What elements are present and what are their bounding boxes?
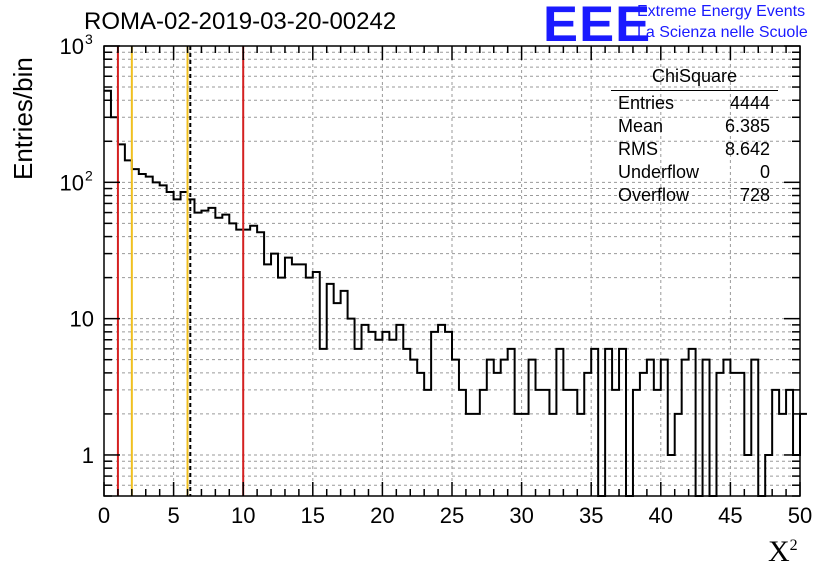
stats-row-mean: Mean 6.385 [618,116,770,138]
x-tick-label: 25 [440,503,464,528]
stats-title: ChiSquare [651,66,738,86]
stats-key: Overflow [618,185,690,205]
y-tick-label: 1 [82,443,94,468]
logo-subtitle-line1: Extreme Energy Events [637,3,806,20]
marker-lines-layer [116,46,245,496]
y-tick-label: 10 [70,307,94,332]
y-tick-label: 10 [60,170,84,195]
y-axis-label: Entries/bin [8,57,38,180]
x-tick-label: 15 [301,503,325,528]
y-tick-label-exponent: 2 [85,167,93,183]
x-tick-label: 0 [98,503,110,528]
stats-key: Mean [618,116,664,136]
stats-box: ChiSquare Entries 4444 Mean 6.385 RMS 8.… [611,66,778,209]
histogram-layer [104,89,807,497]
stats-row-entries: Entries 4444 [618,93,770,115]
stats-key: RMS [618,139,658,159]
stats-row-underflow: Underflow 0 [618,162,770,184]
stats-row-overflow: Overflow 728 [618,185,770,207]
x-tick-label: 20 [370,503,394,528]
x-tick-label: 35 [579,503,603,528]
x-tick-label: 50 [788,503,812,528]
stats-value: 6.385 [724,116,770,136]
x-tick-label: 5 [167,503,179,528]
stats-row-rms: RMS 8.642 [618,139,770,161]
axis-ticks-layer [103,45,801,497]
y-tick-label-exponent: 3 [85,31,93,47]
stats-value: 728 [739,185,770,205]
logo-subtitle-line2: La Scienza nelle Scuole [637,24,808,41]
y-tick-label: 10 [60,34,84,59]
chart-title: ROMA-02-2019-03-20-00242 [84,8,397,35]
stats-value: 0 [759,162,770,182]
x-axis-label-superscript: 2 [789,537,798,554]
stats-key: Entries [618,93,675,113]
stats-key: Underflow [618,162,700,182]
eee-logo: EEE [543,0,652,52]
histogram-series [104,89,807,497]
stats-divider [611,90,778,91]
x-axis-label-base: X [768,535,790,568]
x-tick-label: 45 [718,503,742,528]
x-axis-label: X2 [768,535,798,569]
x-tick-label: 10 [231,503,255,528]
x-tick-label: 40 [649,503,673,528]
stats-value: 4444 [729,93,770,113]
stats-value: 8.642 [724,139,770,159]
x-tick-label: 30 [509,503,533,528]
